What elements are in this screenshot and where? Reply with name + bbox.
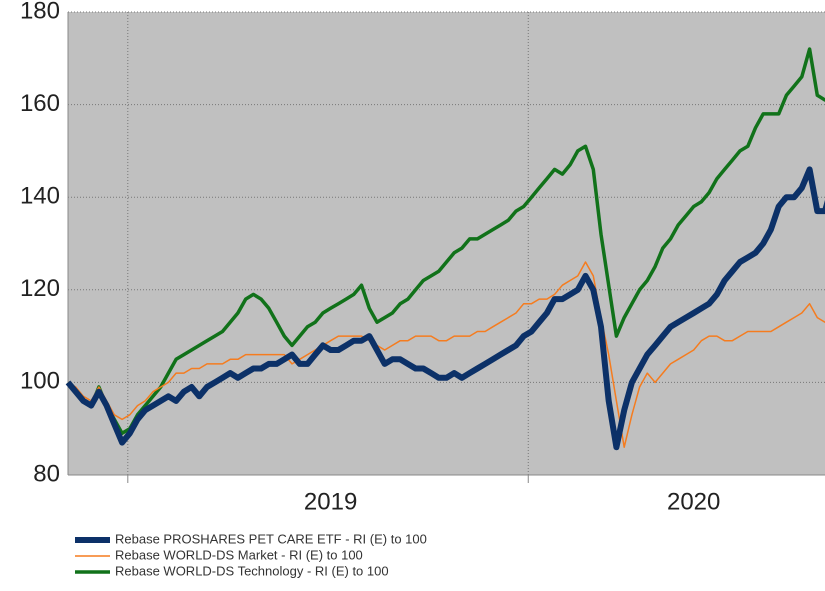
plot-area xyxy=(68,12,825,475)
y-tick-label: 180 xyxy=(20,0,60,24)
y-tick-label: 160 xyxy=(20,90,60,117)
y-tick-label: 120 xyxy=(20,275,60,302)
y-tick-label: 100 xyxy=(20,368,60,395)
series-line xyxy=(66,47,825,436)
y-tick-label: 140 xyxy=(20,183,60,210)
series-line xyxy=(67,261,825,448)
x-tick-label: 2019 xyxy=(304,488,357,515)
series-line xyxy=(65,166,825,451)
legend-label: Rebase WORLD-DS Technology - RI (E) to 1… xyxy=(115,563,389,578)
x-tick-label: 2020 xyxy=(667,488,720,515)
y-tick-label: 80 xyxy=(33,460,60,487)
legend-label: Rebase PROSHARES PET CARE ETF - RI (E) t… xyxy=(115,531,427,546)
legend-label: Rebase WORLD-DS Market - RI (E) to 100 xyxy=(115,547,363,562)
